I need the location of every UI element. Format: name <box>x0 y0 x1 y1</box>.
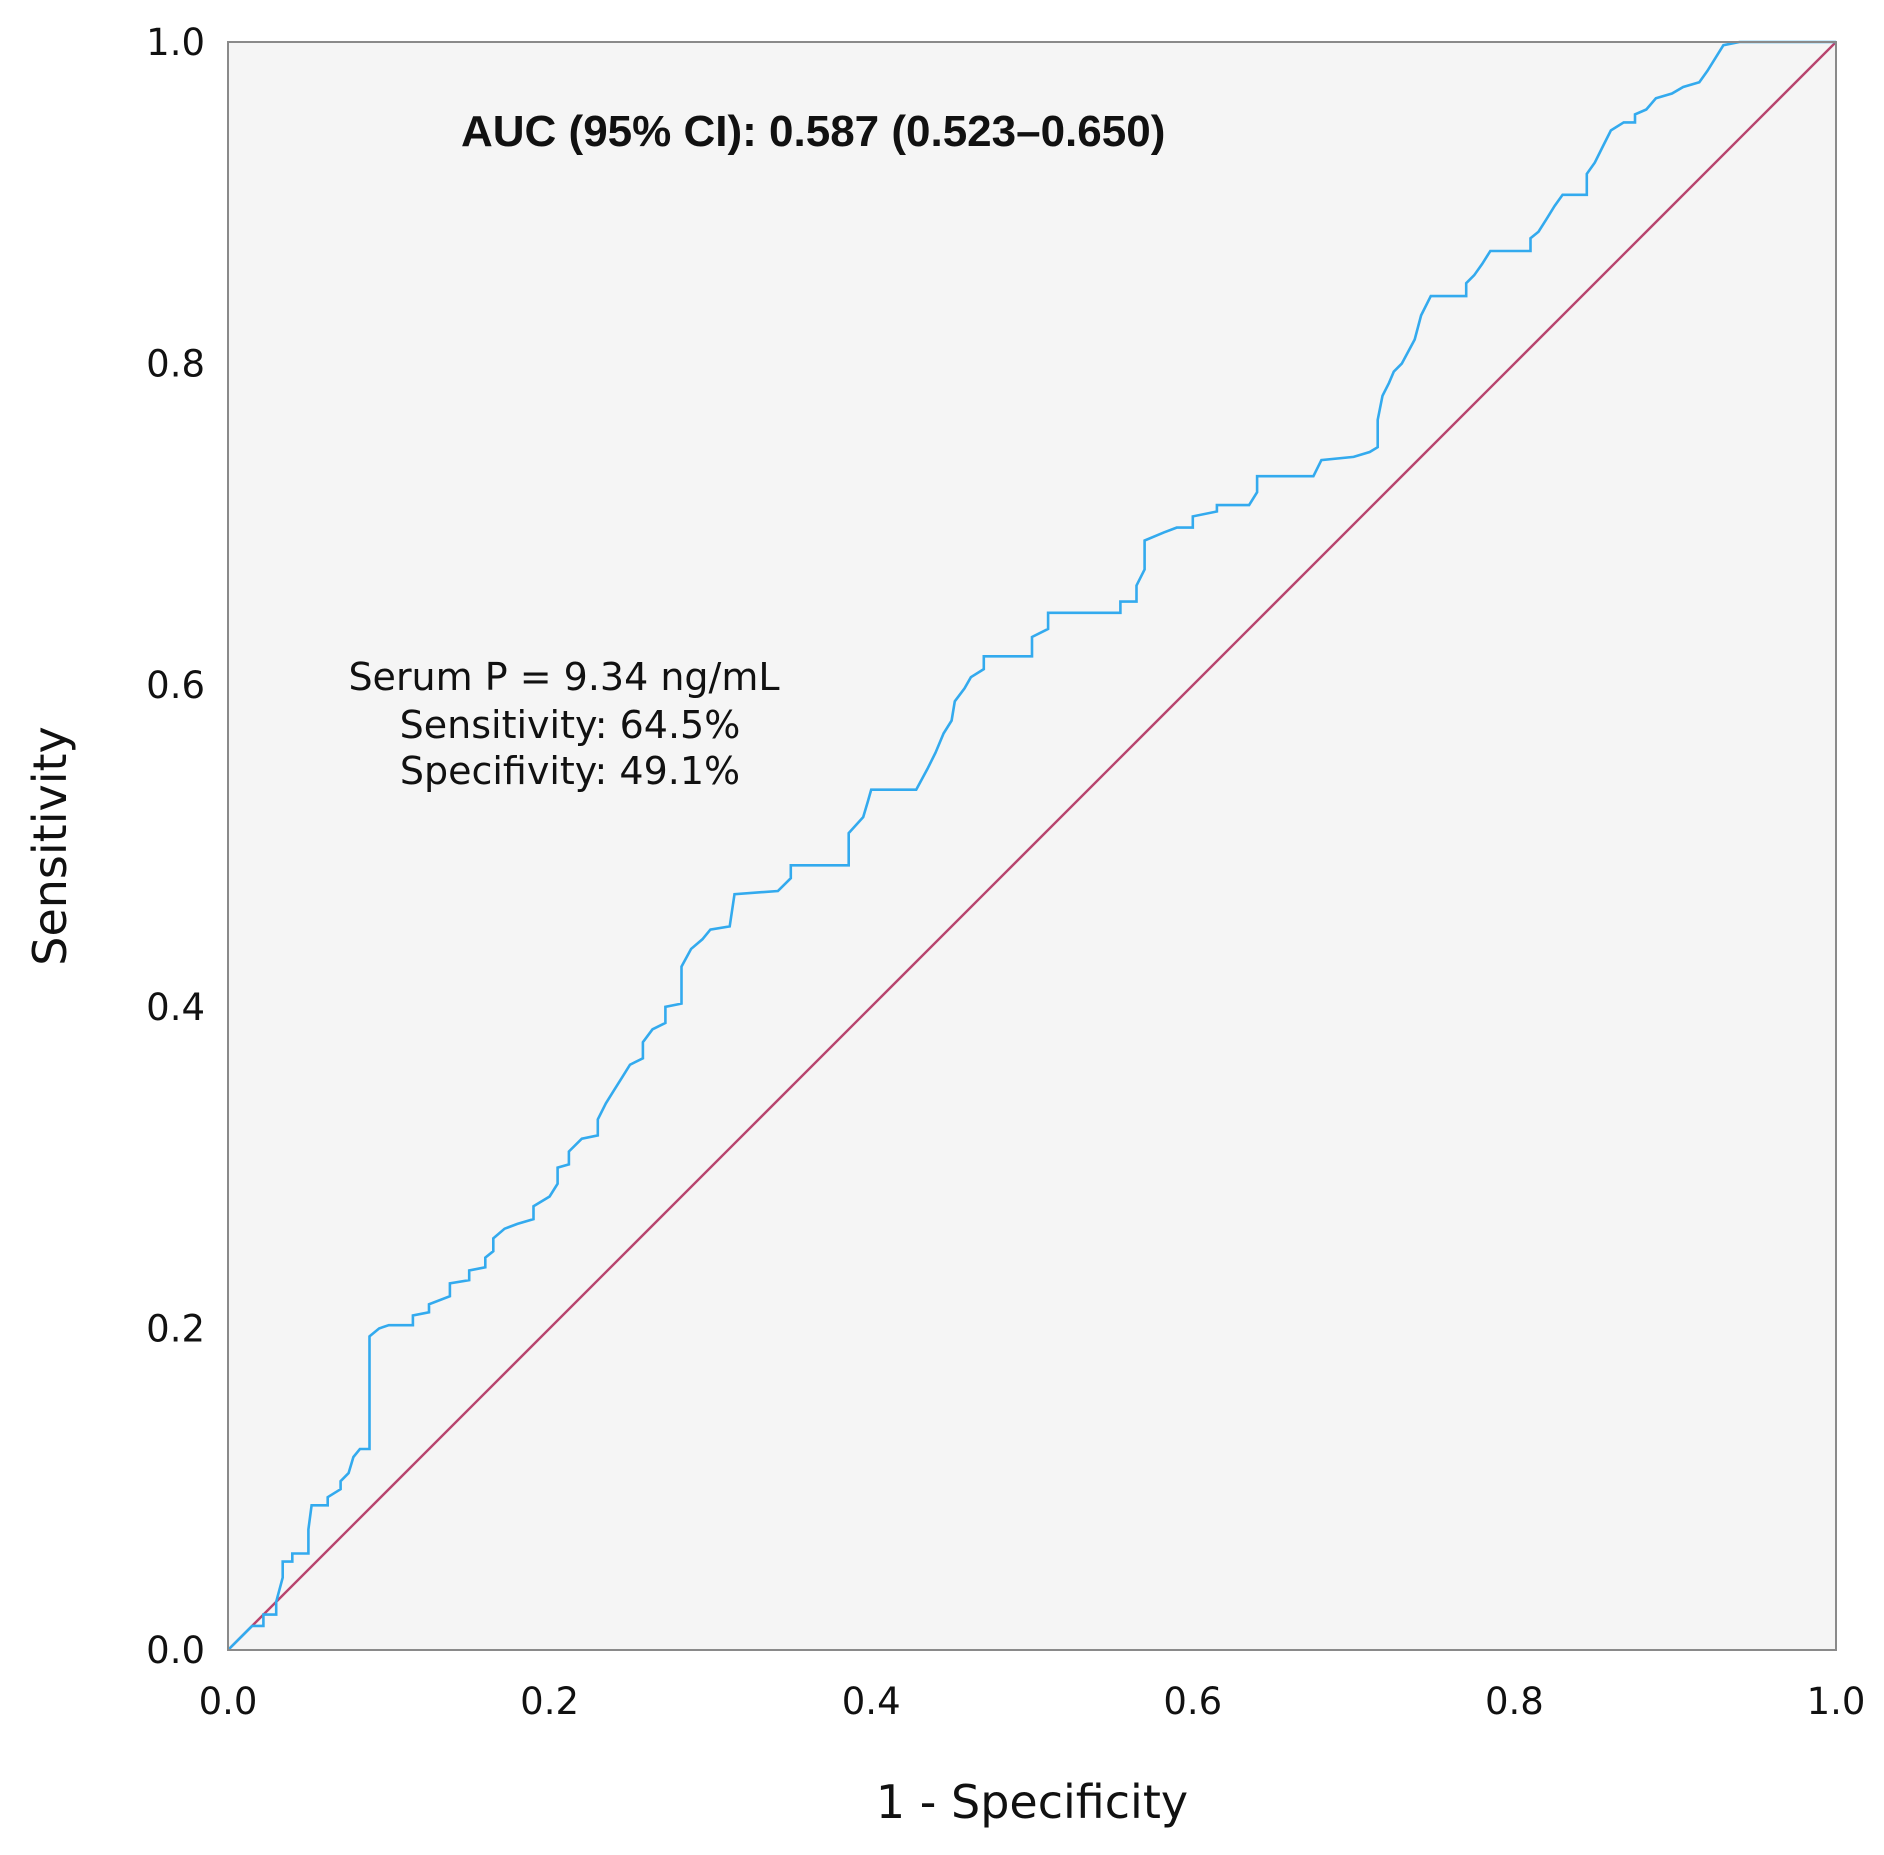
y-tick-label: 1.0 <box>146 21 205 64</box>
reference-diagonal-line <box>227 41 1837 1651</box>
sensitivity-annotation: Sensitivity: 64.5% <box>400 703 741 747</box>
specificity-annotation: Specifivity: 49.1% <box>400 749 740 793</box>
x-tick-label: 0.0 <box>199 1680 258 1723</box>
y-axis-ticks: 0.0 0.2 0.4 0.6 0.8 1.0 <box>146 21 205 1672</box>
x-tick-label: 0.2 <box>520 1680 579 1723</box>
y-tick-label: 0.0 <box>146 1629 205 1672</box>
cutoff-value-annotation: Serum P = 9.34 ng/mL <box>348 655 779 699</box>
x-tick-label: 0.6 <box>1163 1680 1222 1723</box>
x-tick-label: 0.8 <box>1485 1680 1544 1723</box>
x-axis-ticks: 0.0 0.2 0.4 0.6 0.8 1.0 <box>199 1680 1866 1723</box>
curves-layer <box>227 40 1837 1651</box>
auc-annotation: AUC (95% CI): 0.587 (0.523–0.650) <box>461 107 1165 156</box>
roc-curve-line <box>227 40 1836 1651</box>
y-tick-label: 0.2 <box>146 1307 205 1350</box>
y-tick-label: 0.8 <box>146 343 205 386</box>
x-tick-label: 1.0 <box>1807 1680 1866 1723</box>
x-tick-label: 0.4 <box>842 1680 901 1723</box>
y-tick-label: 0.4 <box>146 986 205 1029</box>
plot-frame <box>227 41 1837 1651</box>
x-axis-title: 1 - Specificity <box>876 1775 1188 1829</box>
y-axis-title: Sensitivity <box>23 726 77 965</box>
y-tick-label: 0.6 <box>146 664 205 707</box>
